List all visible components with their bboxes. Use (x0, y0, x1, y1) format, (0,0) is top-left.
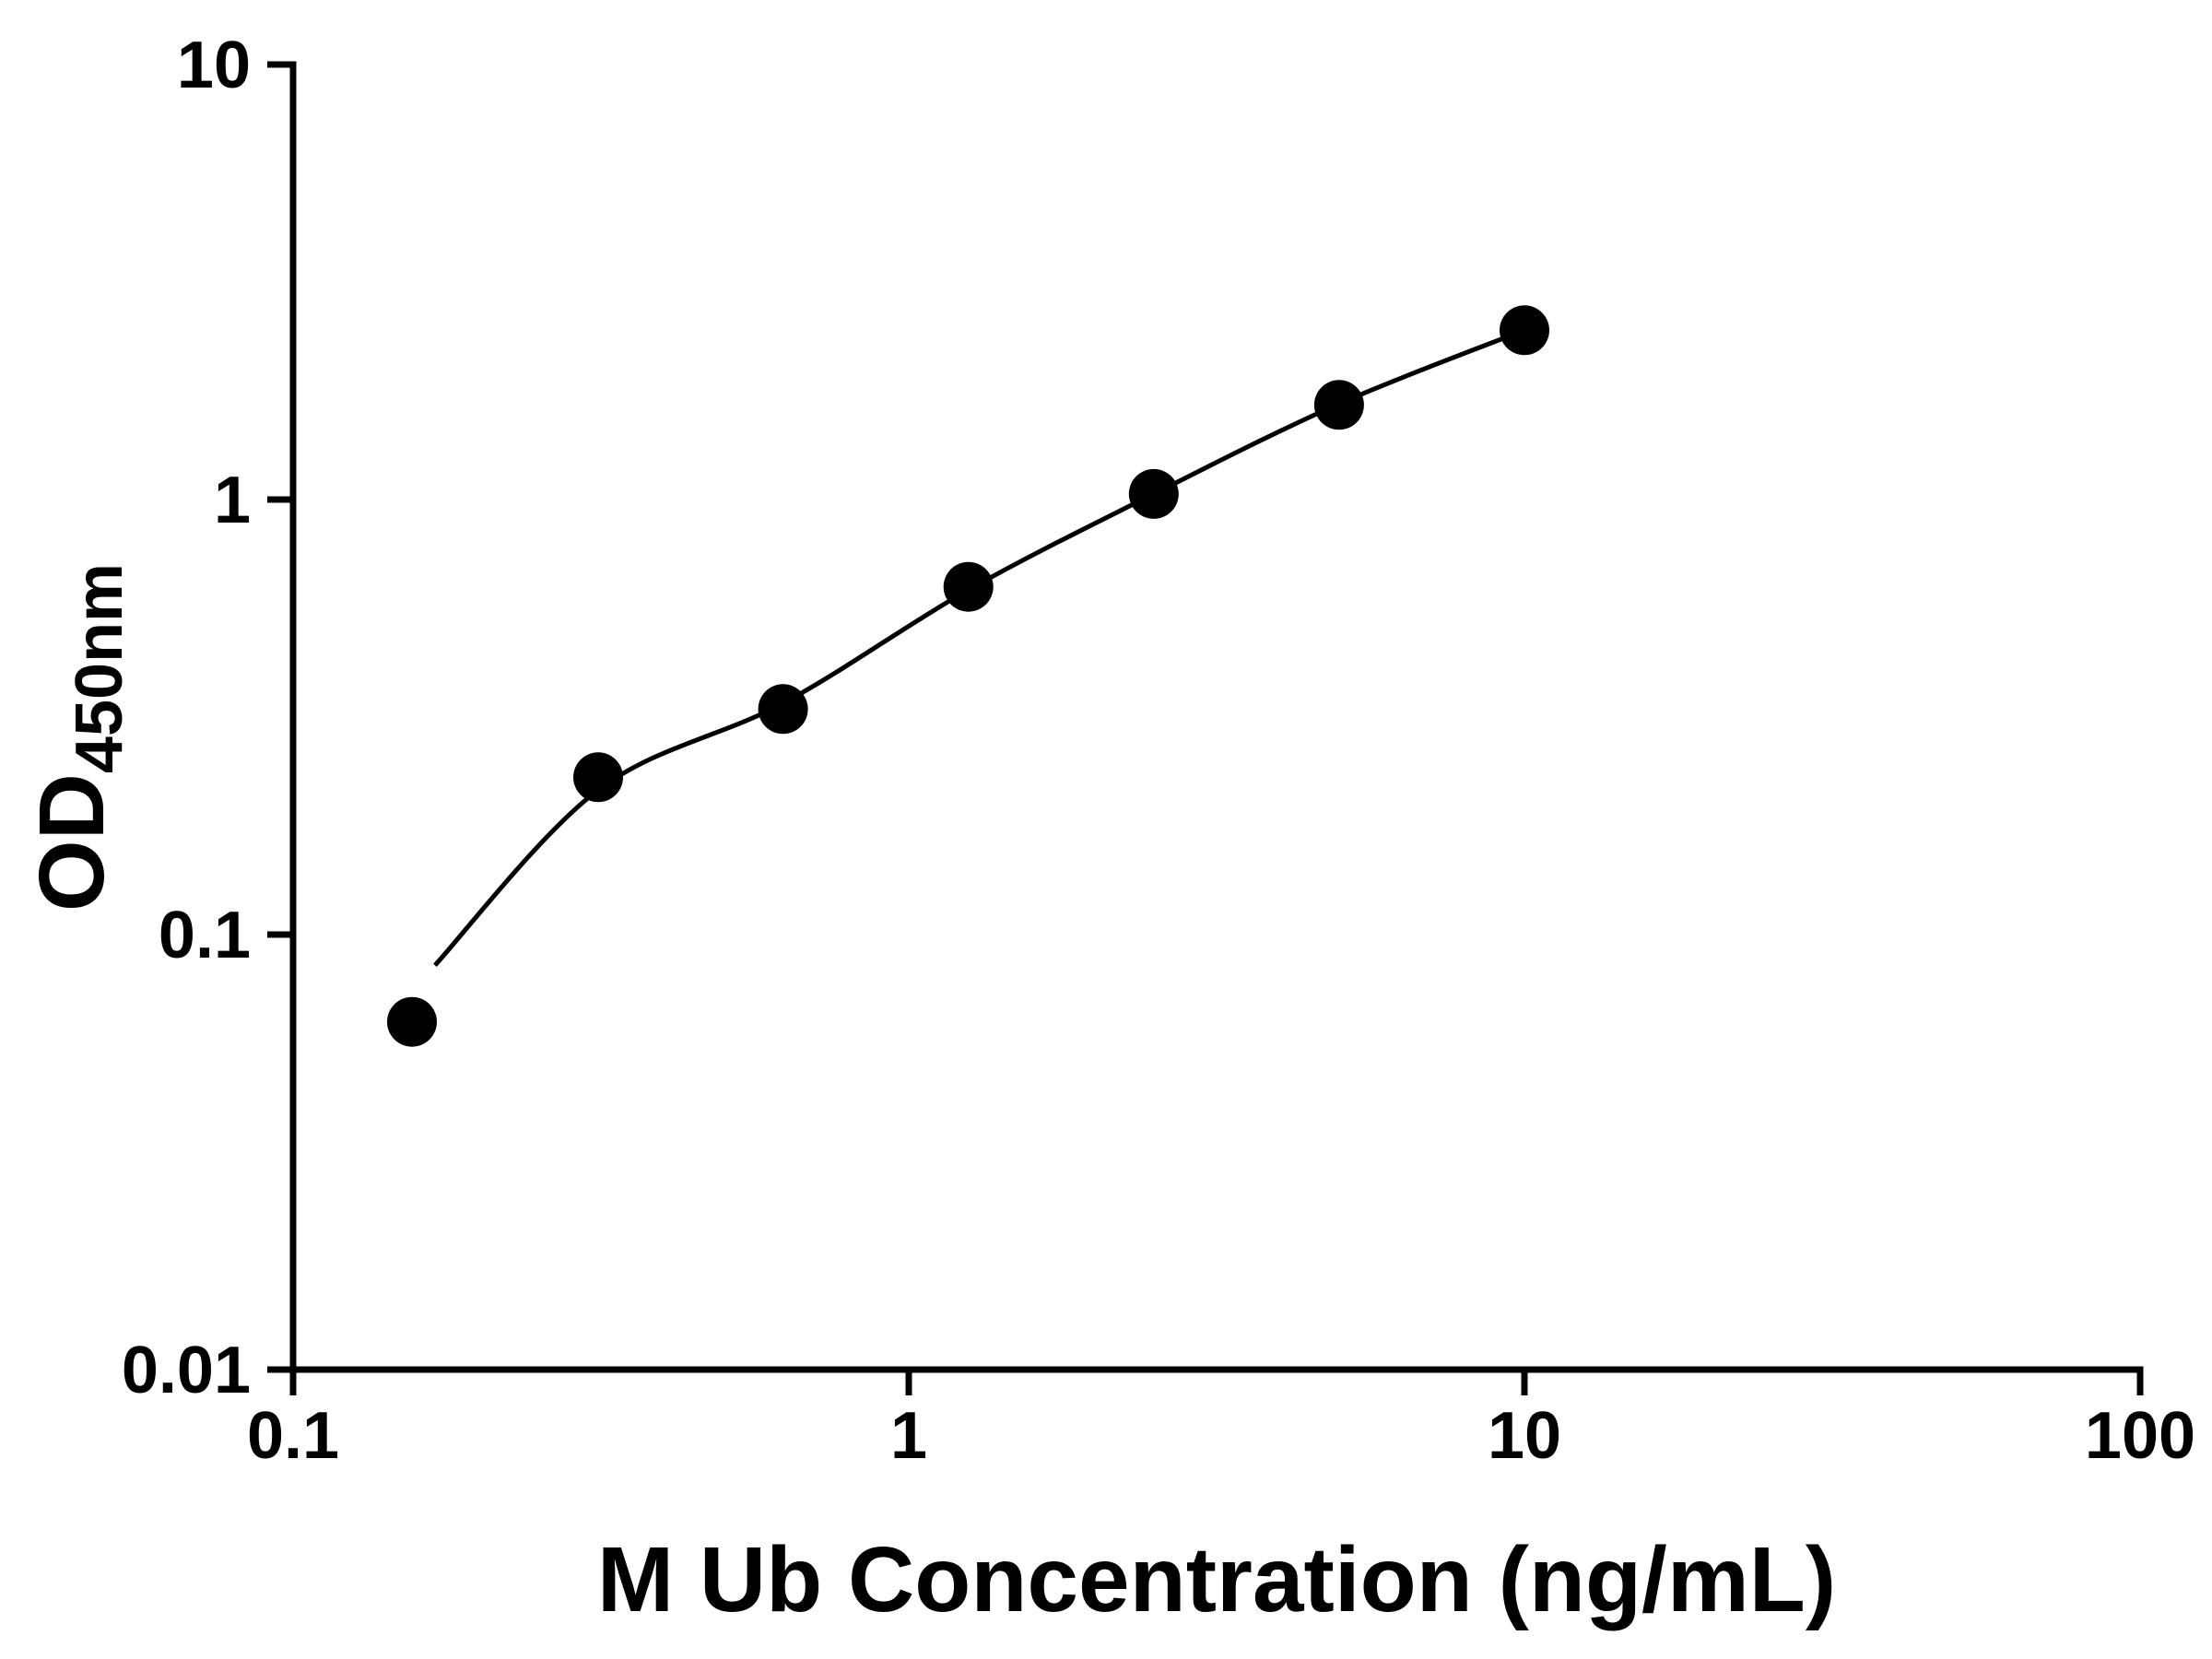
data-point (387, 996, 437, 1047)
data-point (943, 561, 994, 612)
data-point (573, 752, 623, 803)
y-axis-title-main: OD (20, 773, 124, 912)
x-tick-label: 10 (1488, 1399, 1561, 1473)
fit-curve (433, 327, 1525, 968)
y-tick-label: 1 (214, 464, 251, 537)
x-axis-title: M Ub Concentration (ng/mL) (597, 1528, 1836, 1631)
y-tick-label: 10 (177, 29, 251, 102)
y-axis-title-sub: 450nm (63, 563, 136, 773)
data-point (1500, 305, 1549, 356)
x-tick-label: 100 (2085, 1399, 2195, 1473)
data-point (1128, 468, 1179, 519)
y-tick-label: 0.1 (159, 899, 251, 972)
x-tick-label: 0.1 (247, 1399, 339, 1473)
y-axis-title: OD450nm (20, 563, 136, 912)
data-point (1313, 380, 1364, 430)
axes-spine (289, 61, 2144, 1373)
x-tick-label: 1 (890, 1399, 927, 1473)
data-point (758, 684, 808, 735)
y-tick-label: 0.01 (122, 1334, 251, 1407)
